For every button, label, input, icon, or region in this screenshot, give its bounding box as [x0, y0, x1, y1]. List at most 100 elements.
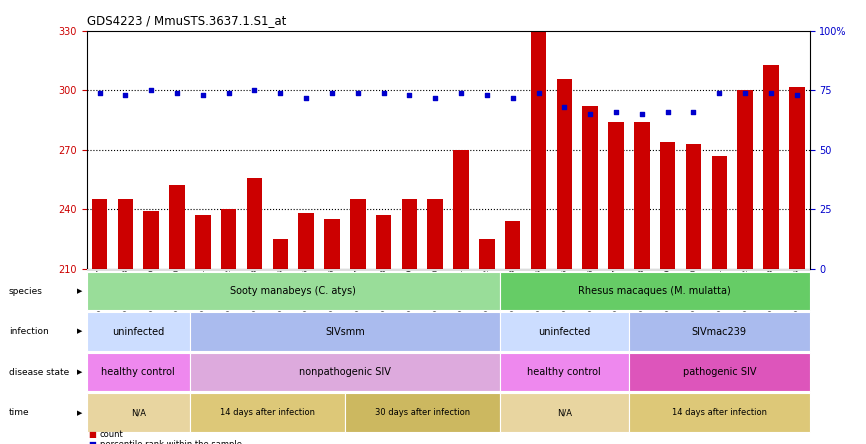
- Text: GSM440079: GSM440079: [665, 269, 670, 311]
- Point: [429, 94, 443, 101]
- Bar: [428, 199, 443, 269]
- Bar: [376, 215, 391, 269]
- Point: [93, 89, 107, 96]
- Text: GSM440074: GSM440074: [535, 269, 541, 311]
- Bar: [608, 122, 624, 269]
- Text: N/A: N/A: [131, 408, 145, 417]
- Text: GSM440065: GSM440065: [303, 269, 309, 311]
- Point: [480, 91, 494, 99]
- Text: ■: ■: [88, 440, 96, 444]
- Point: [635, 111, 649, 118]
- Point: [661, 108, 675, 115]
- Text: GSM440066: GSM440066: [329, 269, 335, 311]
- Point: [532, 89, 546, 96]
- Text: ▶: ▶: [77, 329, 82, 335]
- Text: GSM440075: GSM440075: [561, 269, 567, 311]
- Bar: [686, 144, 701, 269]
- Bar: [247, 178, 262, 269]
- Bar: [660, 142, 675, 269]
- Text: Rhesus macaques (M. mulatta): Rhesus macaques (M. mulatta): [578, 286, 731, 296]
- Text: GSM440068: GSM440068: [380, 269, 386, 311]
- Text: GSM440081: GSM440081: [716, 269, 722, 311]
- Point: [584, 111, 598, 118]
- Point: [248, 87, 262, 94]
- Text: healthy control: healthy control: [101, 367, 175, 377]
- Point: [454, 89, 468, 96]
- Text: GSM440080: GSM440080: [690, 269, 696, 311]
- Text: GSM440062: GSM440062: [226, 269, 231, 311]
- Point: [196, 91, 210, 99]
- Text: GSM440061: GSM440061: [200, 269, 206, 311]
- Point: [170, 89, 184, 96]
- Bar: [87, 269, 810, 271]
- Point: [609, 108, 623, 115]
- Bar: [557, 79, 572, 269]
- Text: GSM440071: GSM440071: [458, 269, 464, 311]
- Bar: [118, 199, 133, 269]
- Bar: [789, 87, 805, 269]
- Point: [299, 94, 313, 101]
- Bar: [195, 215, 210, 269]
- Bar: [299, 213, 313, 269]
- Text: GSM440064: GSM440064: [277, 269, 283, 311]
- Bar: [712, 156, 727, 269]
- Text: pathogenic SIV: pathogenic SIV: [682, 367, 756, 377]
- Point: [119, 91, 132, 99]
- Text: ▶: ▶: [77, 410, 82, 416]
- Text: healthy control: healthy control: [527, 367, 601, 377]
- Text: GSM440060: GSM440060: [174, 269, 180, 311]
- Bar: [634, 122, 650, 269]
- Text: GSM440070: GSM440070: [432, 269, 438, 311]
- Bar: [324, 219, 339, 269]
- Text: GSM440076: GSM440076: [587, 269, 593, 311]
- Text: disease state: disease state: [9, 368, 69, 377]
- Text: GSM440084: GSM440084: [794, 269, 800, 311]
- Text: count: count: [100, 430, 123, 439]
- Point: [274, 89, 288, 96]
- Text: GSM440072: GSM440072: [484, 269, 490, 311]
- Text: ▶: ▶: [77, 288, 82, 294]
- Text: uninfected: uninfected: [539, 327, 591, 337]
- Point: [351, 89, 365, 96]
- Bar: [221, 209, 236, 269]
- Point: [506, 94, 520, 101]
- Text: GSM440077: GSM440077: [613, 269, 619, 311]
- Text: GSM440083: GSM440083: [768, 269, 774, 311]
- Bar: [453, 150, 469, 269]
- Point: [403, 91, 417, 99]
- Bar: [505, 221, 520, 269]
- Text: ■: ■: [88, 430, 96, 439]
- Text: 14 days after infection: 14 days after infection: [672, 408, 766, 417]
- Text: percentile rank within the sample: percentile rank within the sample: [100, 440, 242, 444]
- Point: [764, 89, 778, 96]
- Text: GSM440057: GSM440057: [96, 269, 102, 311]
- Bar: [144, 211, 158, 269]
- Text: nonpathogenic SIV: nonpathogenic SIV: [299, 367, 391, 377]
- Text: GDS4223 / MmuSTS.3637.1.S1_at: GDS4223 / MmuSTS.3637.1.S1_at: [87, 14, 286, 27]
- Point: [713, 89, 727, 96]
- Bar: [169, 186, 184, 269]
- Text: GSM440073: GSM440073: [510, 269, 516, 311]
- Text: uninfected: uninfected: [112, 327, 165, 337]
- Text: infection: infection: [9, 327, 48, 336]
- Text: time: time: [9, 408, 29, 417]
- Point: [377, 89, 391, 96]
- Point: [790, 91, 804, 99]
- Point: [687, 108, 701, 115]
- Text: GSM440082: GSM440082: [742, 269, 748, 311]
- Point: [738, 89, 752, 96]
- Text: GSM440058: GSM440058: [122, 269, 128, 311]
- Point: [222, 89, 236, 96]
- Point: [558, 103, 572, 111]
- Text: 30 days after infection: 30 days after infection: [375, 408, 470, 417]
- Text: N/A: N/A: [557, 408, 572, 417]
- Bar: [531, 31, 546, 269]
- Bar: [763, 65, 779, 269]
- Bar: [479, 239, 494, 269]
- Bar: [583, 106, 598, 269]
- Text: GSM440069: GSM440069: [406, 269, 412, 311]
- Text: 14 days after infection: 14 days after infection: [220, 408, 315, 417]
- Text: species: species: [9, 286, 42, 296]
- Text: GSM440078: GSM440078: [639, 269, 645, 311]
- Text: ▶: ▶: [77, 369, 82, 375]
